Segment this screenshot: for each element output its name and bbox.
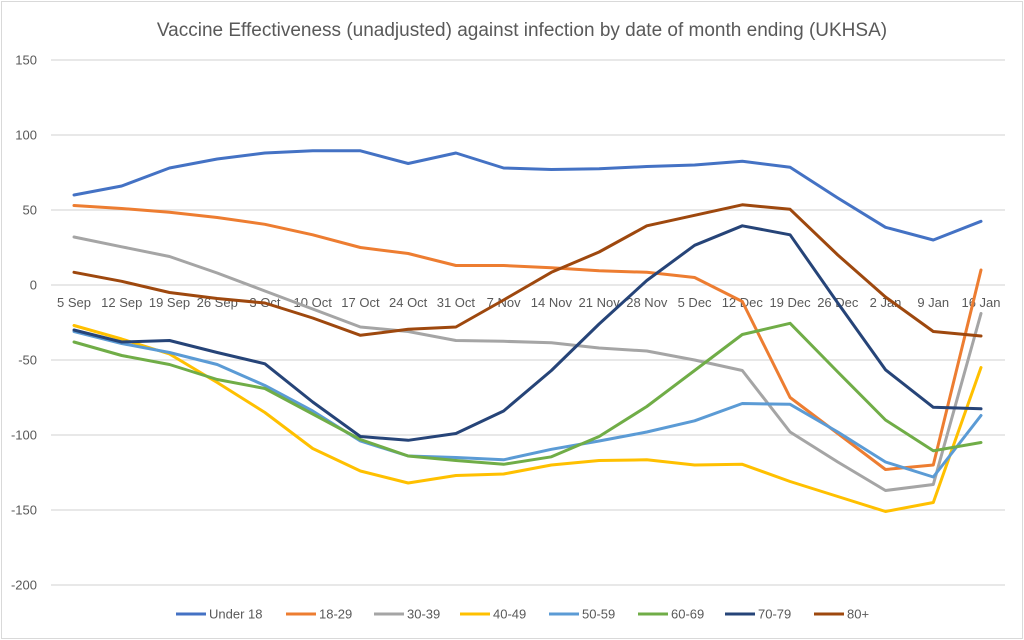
legend-label: 30-39 (407, 607, 440, 622)
x-tick-label: 24 Oct (389, 295, 428, 310)
legend-item: 70-79 (725, 607, 791, 622)
legend-label: 80+ (847, 607, 869, 622)
x-tick-label: 31 Oct (437, 295, 476, 310)
x-tick-label: 19 Sep (149, 295, 190, 310)
x-tick-label: 28 Nov (626, 295, 668, 310)
legend-item: 60-69 (638, 607, 704, 622)
legend: Under 18 18-29 30-39 40-49 50-59 60-69 70-79 80… (176, 607, 869, 622)
y-tick-label: 100 (15, 128, 37, 143)
chart-title: Vaccine Effectiveness (unadjusted) again… (157, 20, 887, 41)
series-line-18-29 (72, 204, 983, 471)
y-tick-label: 50 (23, 203, 37, 218)
series-lines (72, 149, 983, 513)
x-tick-label: 16 Jan (961, 295, 1000, 310)
series-line-under-18 (72, 149, 983, 242)
x-tick-label: 2 Jan (870, 295, 902, 310)
legend-label: Under 18 (209, 607, 262, 622)
y-tick-label: -200 (11, 578, 37, 593)
legend-label: 40-49 (493, 607, 526, 622)
x-tick-label: 12 Sep (101, 295, 142, 310)
legend-label: 70-79 (758, 607, 791, 622)
legend-item: 50-59 (549, 607, 615, 622)
series-line-30-39 (72, 235, 983, 492)
x-tick-label: 14 Nov (531, 295, 573, 310)
legend-item: 18-29 (286, 607, 352, 622)
y-tick-label: 0 (30, 278, 37, 293)
legend-item: 80+ (814, 607, 869, 622)
legend-label: 18-29 (319, 607, 352, 622)
x-tick-label: 17 Oct (341, 295, 380, 310)
legend-item: 30-39 (374, 607, 440, 622)
y-tick-label: 150 (15, 53, 37, 68)
legend-item: Under 18 (176, 607, 262, 622)
y-axis-ticks: 150 100 50 0 -50 -100 -150 -200 (11, 53, 37, 593)
y-tick-label: -100 (11, 428, 37, 443)
series-line-80- (72, 203, 983, 338)
x-tick-label: 5 Sep (57, 295, 91, 310)
y-tick-label: -150 (11, 503, 37, 518)
series-line-50-59 (72, 330, 983, 479)
x-tick-label: 21 Nov (579, 295, 621, 310)
x-tick-label: 9 Jan (917, 295, 949, 310)
series-line-70-79 (72, 224, 983, 442)
legend-label: 60-69 (671, 607, 704, 622)
y-tick-label: -50 (18, 353, 37, 368)
x-tick-label: 5 Dec (678, 295, 712, 310)
gridlines (51, 59, 1005, 586)
legend-item: 40-49 (460, 607, 526, 622)
series-line-40-49 (72, 324, 983, 513)
legend-label: 50-59 (582, 607, 615, 622)
x-tick-label: 19 Dec (769, 295, 811, 310)
x-axis-ticks: 5 Sep 12 Sep 19 Sep 26 Sep 3 Oct 10 Oct 17 Oct… (57, 295, 1001, 310)
series-line-60-69 (72, 321, 983, 466)
